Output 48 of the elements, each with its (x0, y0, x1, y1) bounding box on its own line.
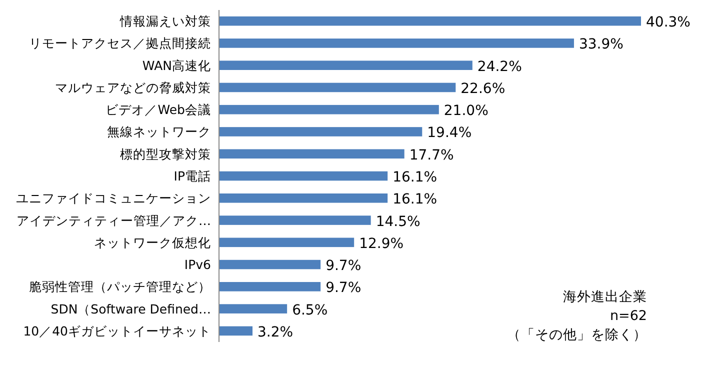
bar (219, 60, 472, 70)
y-tick-label: リモートアクセス／拠点間接続 (29, 36, 211, 51)
data-label: 19.4% (427, 125, 472, 142)
bar (219, 127, 422, 136)
y-tick-label: ビデオ／Web会議 (106, 102, 211, 118)
data-label: 3.2% (258, 324, 294, 340)
data-label: 9.7% (326, 280, 362, 296)
data-label: 40.3% (646, 14, 690, 31)
data-label: 17.7% (409, 147, 454, 164)
y-tick-label: ユニファイドコミュニケーション (16, 190, 211, 206)
bar (219, 238, 354, 248)
y-tick-label: 脆弱性管理（パッチ管理など） (29, 279, 211, 294)
bar (219, 16, 641, 26)
y-tick-label: ネットワーク仮想化 (94, 234, 211, 250)
annotation: 海外進出企業 (563, 289, 647, 305)
data-label: 9.7% (326, 258, 362, 274)
data-label: 21.0% (444, 103, 488, 120)
data-label: 22.6% (460, 80, 506, 97)
annotation: n=62 (610, 308, 647, 324)
y-tick-label: マルウェアなどの脅威対策 (55, 80, 211, 95)
data-label: 12.9% (359, 236, 404, 252)
bar (219, 38, 574, 48)
y-tick-label: アイデンティティー管理／アク… (16, 212, 211, 228)
bar (219, 193, 388, 203)
bar (219, 171, 388, 181)
bar (219, 304, 288, 314)
y-tick-label: WAN高速化 (142, 58, 211, 73)
bar (219, 216, 371, 225)
y-tick-label: IP電話 (174, 168, 211, 184)
y-tick-label: IPv6 (184, 257, 212, 272)
y-tick-label: 情報漏えい対策 (119, 14, 211, 29)
y-tick-label: 標的型攻撃対策 (120, 146, 211, 162)
data-label: 24.2% (477, 58, 522, 75)
y-tick-label: 無線ネットワーク (107, 124, 211, 140)
y-tick-label: 10／40ギガビットイーサネット (23, 323, 211, 338)
bar (219, 104, 439, 114)
annotation: （「その他」を除く） (507, 327, 647, 343)
data-label: 16.1% (392, 170, 438, 186)
data-label: 6.5% (292, 302, 328, 318)
bar (219, 82, 456, 92)
data-label: 33.9% (578, 36, 624, 53)
data-label: 16.1% (392, 192, 438, 208)
bar (219, 326, 253, 336)
bar (219, 282, 321, 292)
bar (219, 149, 404, 159)
data-label: 14.5% (376, 214, 420, 230)
y-tick-label: SDN（Software Defined… (50, 301, 211, 316)
bar (219, 260, 321, 270)
